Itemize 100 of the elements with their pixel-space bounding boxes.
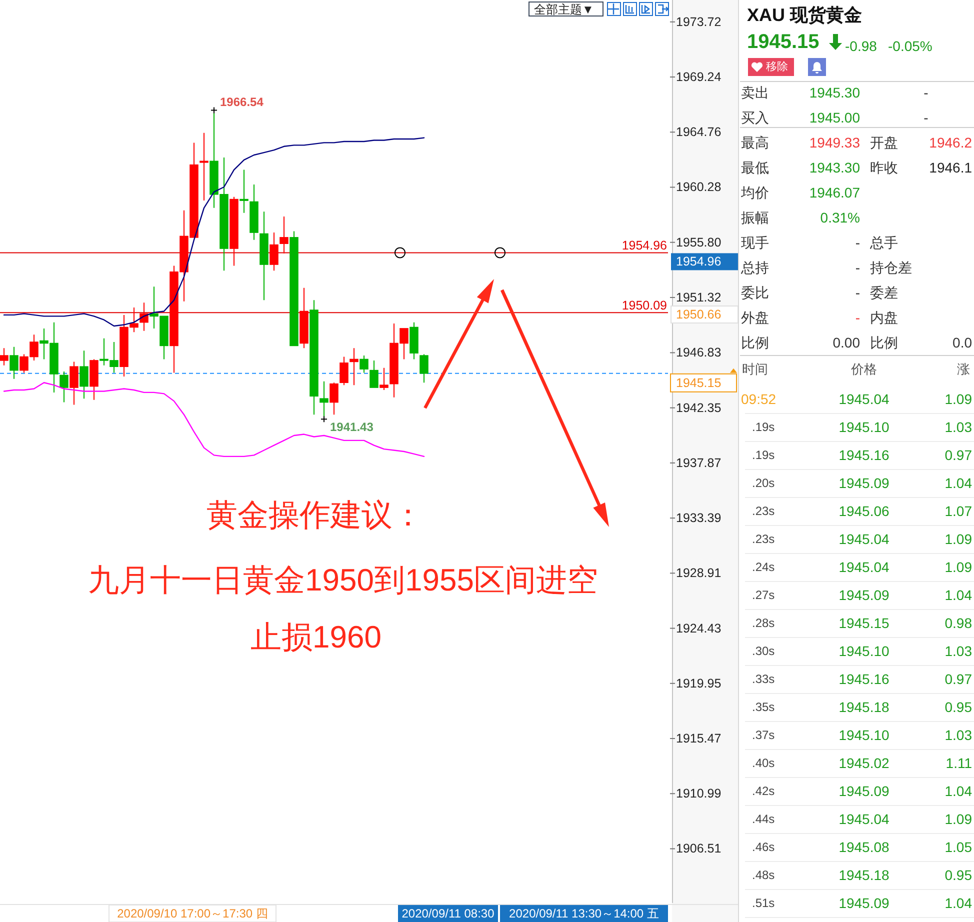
text: 移除	[766, 61, 788, 73]
text: 1.09	[944, 531, 972, 547]
text: 1945.09	[838, 783, 890, 799]
text: 最高	[741, 134, 769, 150]
text: 卖出	[741, 84, 769, 100]
text: -	[924, 110, 929, 126]
y-tick-label: 1933.39	[676, 511, 722, 526]
text: 1945.04	[838, 559, 890, 575]
text: 1945.09	[838, 587, 890, 603]
text: 最低	[741, 160, 769, 176]
ref-line-label: 1954.96	[622, 238, 668, 253]
annotation: 1966.54	[220, 95, 264, 110]
text: .24s	[752, 560, 775, 574]
text: 1946.1	[929, 160, 972, 176]
text: 1945.09	[838, 895, 890, 911]
text: 0.95	[944, 867, 972, 883]
text: 0.97	[944, 671, 972, 687]
text: .46s	[752, 840, 775, 854]
text: 0.95	[944, 699, 972, 715]
text: 1.04	[944, 475, 972, 491]
text: -	[924, 84, 929, 100]
text: .28s	[752, 616, 775, 630]
text: 1.09	[944, 391, 972, 407]
annotation: 止损1960	[250, 620, 382, 654]
text: 09:52	[741, 391, 776, 407]
text: 1945.09	[838, 475, 890, 491]
text: .27s	[752, 588, 775, 602]
text: 1945.10	[838, 727, 890, 743]
text: XAU 现货黄金	[747, 5, 862, 25]
text: 0.31%	[820, 210, 860, 226]
text: 涨	[957, 362, 970, 376]
text: -	[855, 310, 860, 326]
text: 1.03	[944, 727, 972, 743]
text: 1945.18	[838, 867, 890, 883]
text: 1945.18	[838, 699, 890, 715]
text: 0.98	[944, 615, 972, 631]
text: 买入	[741, 110, 769, 126]
text: 2020/09/11 08:30	[402, 906, 495, 920]
text: 1945.06	[838, 503, 890, 519]
text: 外盘	[741, 310, 769, 326]
ref-line-label: 1945.15	[676, 376, 722, 390]
y-tick-label: 1946.83	[676, 346, 722, 360]
text: 1945.02	[838, 755, 890, 771]
y-tick-label: 1964.76	[676, 125, 722, 140]
text: 内盘	[870, 310, 898, 326]
text: 1945.15	[747, 31, 820, 53]
text: 比例	[741, 334, 769, 350]
text: 委比	[741, 284, 769, 300]
text: 1.03	[944, 643, 972, 659]
text: .51s	[752, 896, 775, 910]
text: 1946.2	[929, 134, 972, 150]
text: 1945.10	[838, 419, 890, 435]
text: 1945.10	[838, 643, 890, 659]
annotation: 1941.43	[330, 420, 374, 434]
text: 1945.00	[809, 110, 860, 126]
text: 1943.30	[809, 160, 860, 176]
annotation: 黄金操作建议：	[206, 498, 424, 532]
y-tick-label: 1928.91	[676, 566, 722, 580]
text: 1945.04	[838, 391, 890, 407]
text: .20s	[752, 476, 775, 490]
text: 1.04	[944, 783, 972, 799]
text: 1.09	[944, 811, 972, 827]
text: 1.03	[944, 419, 972, 435]
annotation: 九月十一日黄金1950到1955区间进空	[88, 562, 598, 598]
y-tick-label: 1955.80	[676, 235, 722, 250]
y-tick-label: 1906.51	[676, 842, 722, 856]
text: -0.98	[845, 38, 878, 54]
text: 昨收	[870, 160, 898, 176]
text: 开盘	[870, 134, 898, 150]
text: 总持	[740, 260, 769, 276]
text: .48s	[752, 868, 775, 882]
text: .44s	[752, 812, 775, 826]
text: 均价	[740, 184, 769, 200]
text: -	[855, 284, 860, 300]
text: 1945.16	[838, 447, 890, 463]
y-tick-label: 1973.72	[676, 14, 722, 29]
text: .37s	[752, 728, 775, 742]
text: 1950.66	[676, 308, 722, 322]
text: .33s	[752, 672, 775, 686]
text: 1946.07	[809, 184, 860, 200]
y-tick-label: 1910.99	[676, 786, 722, 801]
text: .19s	[752, 448, 775, 462]
text: 现手	[741, 234, 769, 250]
text: .23s	[752, 532, 775, 546]
text: -	[855, 234, 860, 250]
text: .42s	[752, 784, 775, 798]
text: 时间	[742, 362, 768, 376]
y-tick-label: 1969.24	[676, 70, 722, 84]
text: 1945.16	[838, 671, 890, 687]
text: -	[855, 260, 860, 276]
text: 振幅	[741, 210, 769, 226]
y-tick-label: 1942.35	[676, 400, 722, 415]
text: .23s	[752, 504, 775, 518]
text: .35s	[752, 700, 775, 714]
text: 全部主题▼	[534, 2, 594, 16]
text: 1945.04	[838, 811, 890, 827]
text: 0.0	[952, 334, 972, 350]
text: 1945.08	[838, 839, 890, 855]
text: 1.11	[946, 755, 972, 771]
ref-line-label: 1950.09	[622, 298, 668, 313]
